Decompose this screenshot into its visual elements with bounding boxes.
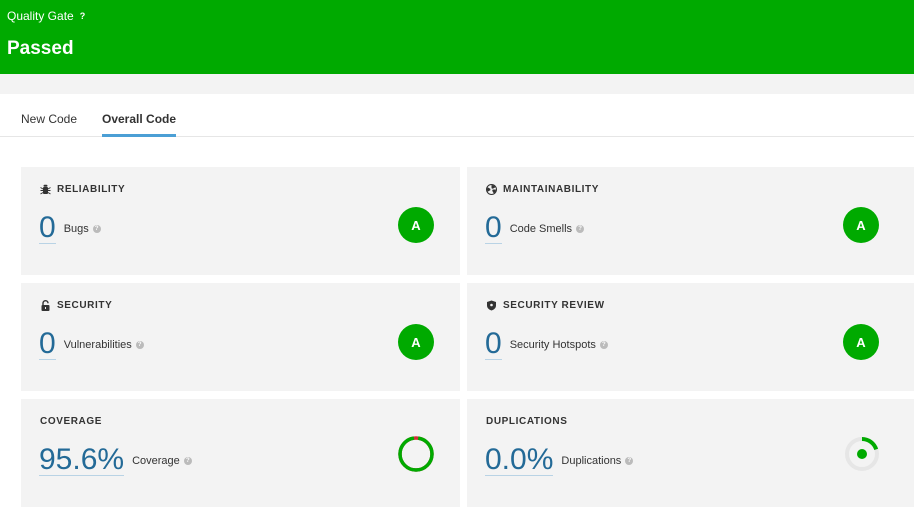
radiation-icon <box>486 184 497 195</box>
quality-gate-label-row: Quality Gate ? <box>7 9 85 23</box>
maintainability-card: MAINTAINABILITY 0 Code Smells ? A <box>467 167 914 275</box>
security-title-text: SECURITY <box>57 300 113 311</box>
duplications-gauge-dot <box>857 449 867 459</box>
reliability-card: RELIABILITY 0 Bugs ? A <box>21 167 460 275</box>
security-review-card: SECURITY REVIEW 0 Security Hotspots ? A <box>467 283 914 391</box>
duplications-card: DUPLICATIONS 0.0% Duplications ? <box>467 399 914 507</box>
security-review-title: SECURITY REVIEW <box>486 300 605 311</box>
maintainability-title: MAINTAINABILITY <box>486 184 599 195</box>
bugs-label-row: Bugs ? <box>64 223 101 244</box>
vulnerabilities-label: Vulnerabilities <box>63 339 132 351</box>
security-card: SECURITY 0 Vulnerabilities ? A <box>21 283 460 391</box>
reliability-title: RELIABILITY <box>40 184 125 195</box>
vulnerabilities-metric: 0 Vulnerabilities ? <box>39 329 144 360</box>
coverage-title-text: COVERAGE <box>40 416 103 427</box>
quality-gate-banner: Quality Gate ? Passed <box>0 0 914 74</box>
lock-icon <box>41 300 50 311</box>
shield-icon <box>487 300 496 311</box>
bugs-help-icon[interactable]: ? <box>92 225 101 233</box>
security-hotspots-help-icon[interactable]: ? <box>599 341 608 349</box>
duplications-metric: 0.0% Duplications ? <box>485 443 634 476</box>
tab-new-code[interactable]: New Code <box>21 112 78 126</box>
security-hotspots-label: Security Hotspots <box>509 339 596 351</box>
vulnerabilities-count[interactable]: 0 <box>39 327 56 360</box>
coverage-covered-arc <box>398 436 434 472</box>
coverage-card: COVERAGE 95.6% Coverage ? <box>21 399 460 507</box>
coverage-label-row: Coverage ? <box>132 455 192 476</box>
help-icon[interactable]: ? <box>79 11 86 21</box>
code-tabs: New Code Overall Code <box>0 94 914 137</box>
security-review-rating[interactable]: A <box>843 324 879 360</box>
duplications-label: Duplications <box>561 455 622 467</box>
duplications-gauge-arc <box>861 437 879 451</box>
coverage-title: COVERAGE <box>40 416 102 427</box>
coverage-value[interactable]: 95.6% <box>39 443 125 476</box>
security-hotspots-metric: 0 Security Hotspots ? <box>485 329 608 360</box>
maintainability-rating[interactable]: A <box>843 207 879 243</box>
quality-gate-status: Passed <box>7 38 74 59</box>
security-hotspots-count[interactable]: 0 <box>485 327 502 360</box>
quality-gate-label: Quality Gate <box>7 9 74 23</box>
duplications-help-icon[interactable]: ? <box>625 457 634 465</box>
bugs-count[interactable]: 0 <box>39 211 56 244</box>
coverage-metric: 95.6% Coverage ? <box>39 445 192 476</box>
code-smells-metric: 0 Code Smells ? <box>485 211 585 244</box>
security-title: SECURITY <box>40 300 112 311</box>
reliability-rating[interactable]: A <box>398 207 434 243</box>
bug-icon <box>40 184 51 195</box>
bugs-metric: 0 Bugs ? <box>39 213 101 244</box>
tab-overall-code[interactable]: Overall Code <box>102 112 177 137</box>
maintainability-title-text: MAINTAINABILITY <box>503 184 600 195</box>
security-hotspots-label-row: Security Hotspots ? <box>510 339 608 360</box>
code-smells-help-icon[interactable]: ? <box>576 225 585 233</box>
coverage-help-icon[interactable]: ? <box>183 457 192 465</box>
coverage-donut-chart[interactable] <box>396 434 436 474</box>
bugs-label: Bugs <box>63 223 89 235</box>
duplications-value[interactable]: 0.0% <box>485 443 554 476</box>
vulnerabilities-label-row: Vulnerabilities ? <box>64 339 144 360</box>
security-rating[interactable]: A <box>398 324 434 360</box>
security-review-title-text: SECURITY REVIEW <box>503 300 605 311</box>
code-smells-count[interactable]: 0 <box>485 211 502 244</box>
duplications-title-text: DUPLICATIONS <box>486 416 568 427</box>
code-smells-label: Code Smells <box>509 223 573 235</box>
banner-separator <box>0 74 914 94</box>
reliability-title-text: RELIABILITY <box>57 184 126 195</box>
duplications-label-row: Duplications ? <box>561 455 634 476</box>
coverage-label: Coverage <box>132 455 180 467</box>
duplications-title: DUPLICATIONS <box>486 416 567 427</box>
vulnerabilities-help-icon[interactable]: ? <box>135 341 144 349</box>
duplications-gauge[interactable] <box>842 434 882 474</box>
code-smells-label-row: Code Smells ? <box>509 223 585 244</box>
